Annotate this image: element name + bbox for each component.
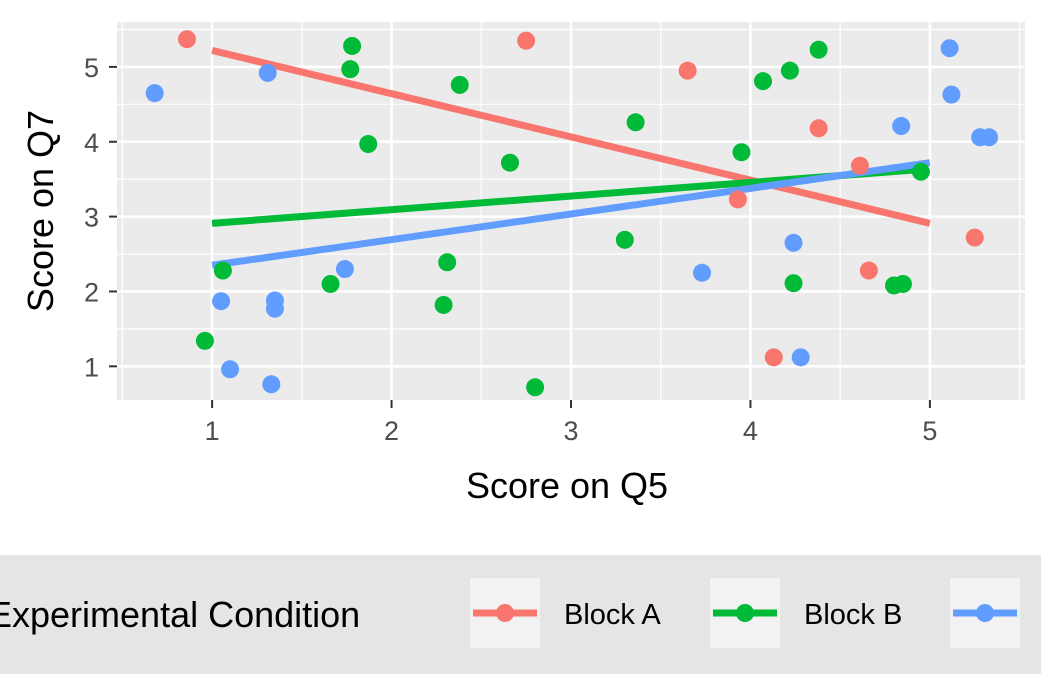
data-point-series-2 — [434, 295, 453, 314]
data-point-series-2 — [359, 135, 378, 154]
data-point-series-3 — [262, 375, 281, 394]
data-point-series-3 — [212, 292, 231, 311]
data-points — [145, 30, 999, 397]
x-tick-label: 3 — [563, 416, 578, 446]
data-point-series-2 — [526, 378, 545, 397]
data-point-series-2 — [754, 72, 773, 91]
data-point-series-2 — [784, 274, 803, 293]
legend-key-point — [976, 604, 994, 622]
data-point-series-3 — [145, 84, 164, 103]
y-tick-label: 4 — [84, 128, 99, 158]
data-point-series-3 — [892, 117, 911, 136]
data-point-series-2 — [213, 261, 232, 280]
data-point-series-2 — [321, 274, 340, 293]
legend-label-series-1: Block A — [564, 599, 661, 631]
data-point-series-2 — [438, 253, 457, 272]
data-point-series-2 — [343, 36, 362, 55]
x-tick-label: 2 — [384, 416, 399, 446]
data-point-series-3 — [335, 260, 354, 279]
data-point-series-3 — [942, 85, 961, 104]
data-point-series-2 — [780, 61, 799, 80]
fit-line-series-3 — [211, 159, 931, 269]
data-point-series-2 — [615, 230, 634, 249]
data-point-series-1 — [177, 30, 196, 49]
legend-key-point — [496, 604, 514, 622]
data-point-series-3 — [940, 39, 959, 58]
legend-title: Experimental Condition — [0, 594, 360, 635]
data-point-series-1 — [517, 31, 536, 50]
y-axis-title: Score on Q7 — [20, 110, 61, 312]
x-tick-label: 4 — [743, 416, 758, 446]
y-tick-label: 2 — [84, 277, 99, 307]
y-tick-label: 3 — [84, 203, 99, 233]
x-axis: 1 2 3 4 5 — [205, 400, 937, 446]
y-axis: 1 2 3 4 5 — [84, 53, 117, 382]
data-point-series-1 — [764, 348, 783, 367]
data-point-series-1 — [678, 61, 697, 80]
data-point-series-3 — [791, 348, 810, 367]
x-axis-title: Score on Q5 — [466, 465, 668, 506]
data-point-series-2 — [195, 331, 214, 350]
data-point-series-2 — [809, 40, 828, 59]
data-point-series-2 — [911, 162, 930, 181]
data-point-series-1 — [728, 190, 747, 209]
data-point-series-3 — [258, 63, 277, 82]
data-point-series-3 — [784, 233, 803, 252]
data-point-series-2 — [450, 75, 469, 94]
data-point-series-1 — [809, 119, 828, 138]
data-point-series-2 — [626, 113, 645, 132]
legend-key-point — [736, 604, 754, 622]
data-point-series-2 — [893, 274, 912, 293]
y-tick-label: 1 — [84, 352, 99, 382]
data-point-series-2 — [732, 143, 751, 162]
x-tick-label: 1 — [205, 416, 220, 446]
data-point-series-1 — [965, 228, 984, 247]
data-point-series-1 — [850, 156, 869, 175]
fit-lines — [211, 47, 931, 269]
legend-label-series-2: Block B — [804, 599, 902, 631]
data-point-series-1 — [859, 261, 878, 280]
legend: Experimental Condition Block A Block B — [0, 555, 1041, 674]
data-point-series-3 — [980, 128, 999, 147]
x-tick-label: 5 — [922, 416, 937, 446]
y-tick-label: 5 — [84, 53, 99, 83]
data-point-series-3 — [692, 263, 711, 282]
data-point-series-3 — [221, 360, 240, 379]
data-point-series-2 — [500, 153, 519, 172]
data-point-series-2 — [341, 60, 360, 79]
fit-line-series-1 — [211, 47, 931, 227]
data-point-series-3 — [265, 299, 284, 318]
